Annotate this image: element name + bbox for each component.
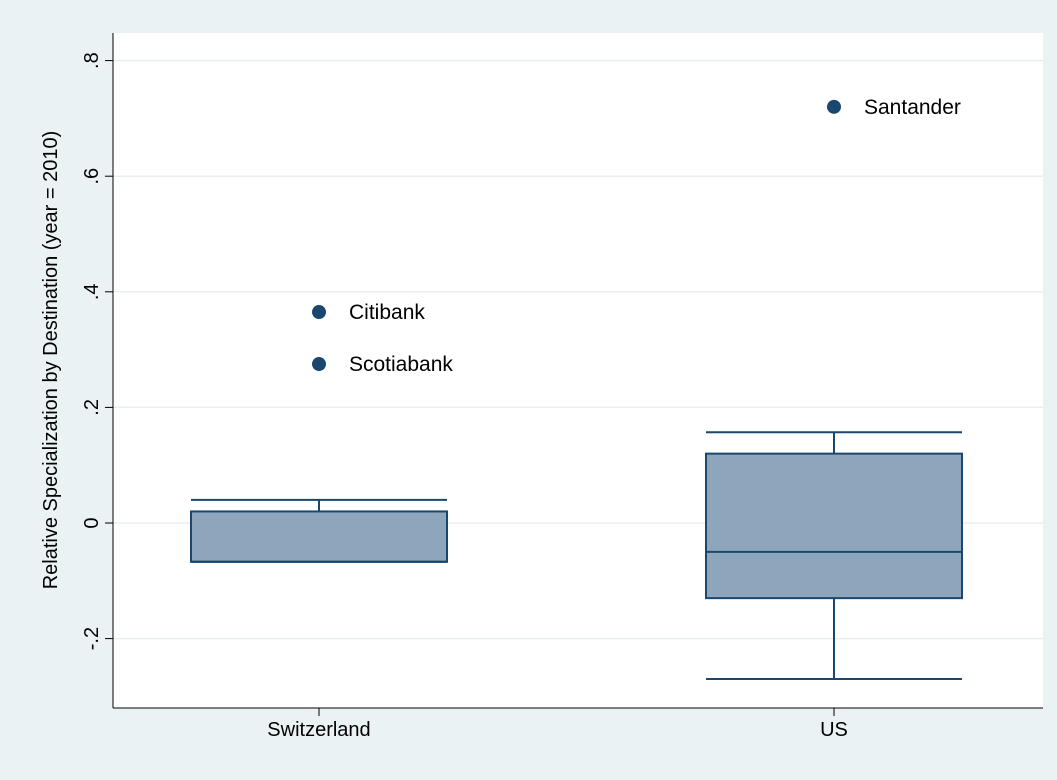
x-ticks: Switzerland US bbox=[267, 708, 848, 741]
y-tick-label: .6 bbox=[81, 168, 103, 185]
outlier-point bbox=[312, 305, 326, 320]
outlier-point bbox=[312, 357, 326, 372]
y-tick-label: .2 bbox=[81, 399, 103, 416]
y-tick-label: -.2 bbox=[81, 627, 103, 650]
boxes bbox=[190, 431, 963, 681]
outliers: Citibank Scotiabank Santander bbox=[312, 96, 961, 376]
iqr-box bbox=[190, 510, 448, 563]
x-tick-label: US bbox=[820, 719, 848, 741]
y-ticks: -.2 0 .2 .4 .6 .8 bbox=[81, 52, 113, 650]
box-switzerland bbox=[190, 498, 448, 563]
outlier-point bbox=[827, 99, 841, 114]
plot-area bbox=[113, 33, 1043, 708]
box-us bbox=[705, 431, 963, 681]
iqr-box bbox=[705, 452, 963, 600]
outlier-label: Citibank bbox=[349, 301, 425, 324]
y-axis-label: Relative Specialization by Destination (… bbox=[40, 131, 62, 590]
outlier-label: Santander bbox=[864, 96, 961, 119]
outlier-label: Scotiabank bbox=[349, 353, 453, 376]
y-tick-label: .8 bbox=[81, 52, 103, 69]
y-tick-label: 0 bbox=[81, 517, 103, 528]
x-tick-label: Switzerland bbox=[267, 719, 370, 741]
y-tick-label: .4 bbox=[81, 283, 103, 300]
